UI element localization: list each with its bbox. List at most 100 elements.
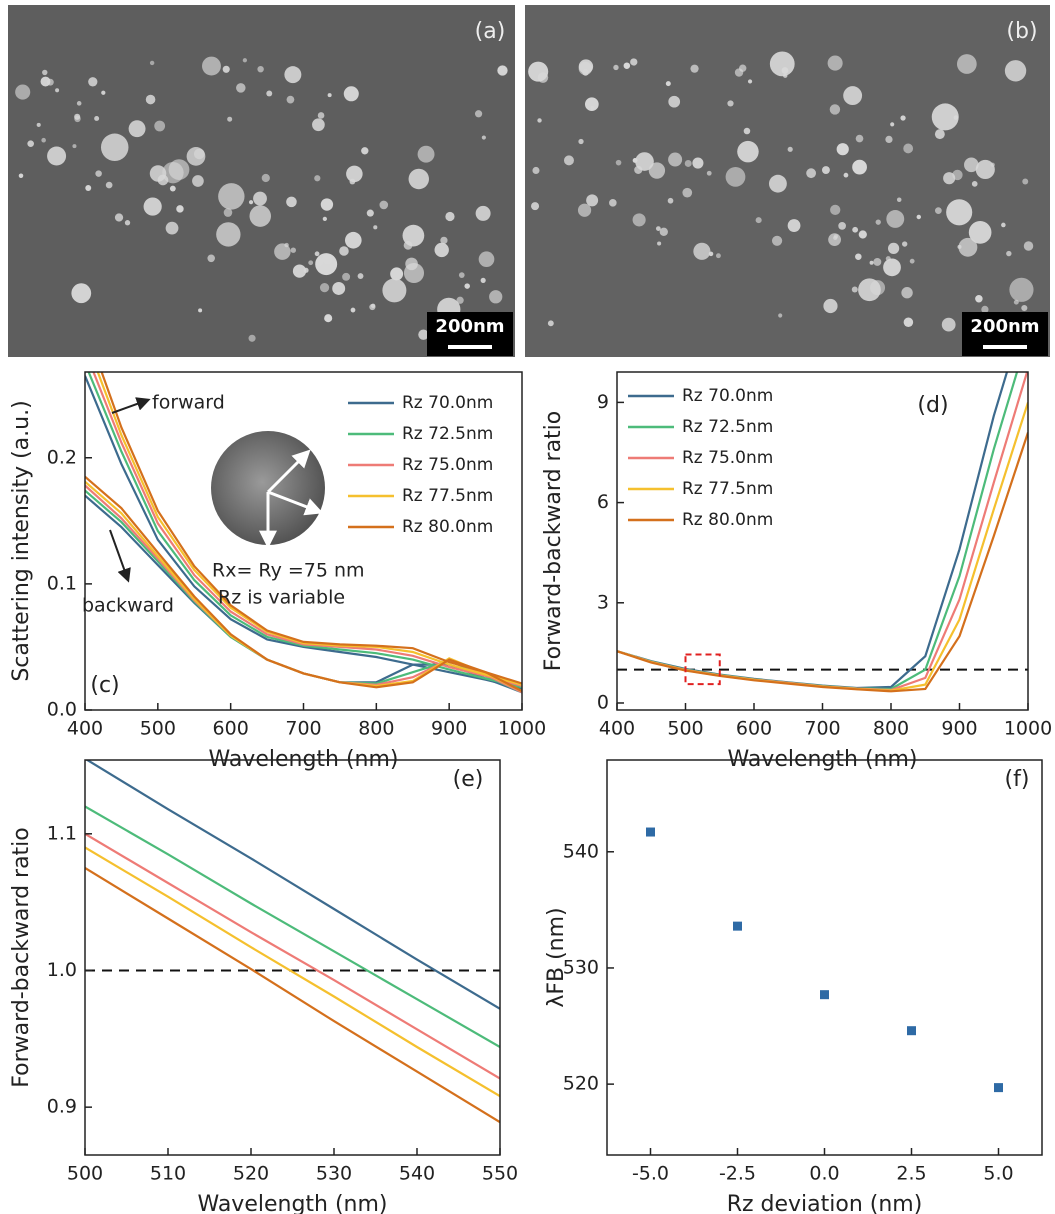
particle: [290, 247, 297, 253]
particle: [74, 115, 81, 123]
particle: [886, 210, 905, 228]
particle: [855, 134, 864, 143]
series-line: [96, 372, 522, 686]
particle: [659, 227, 668, 236]
particle: [931, 103, 959, 131]
plot-frame: [606, 759, 1043, 1156]
legend-label: Rz 77.5nm: [682, 479, 773, 499]
chart-panel: 400 500 600 700 800 900 10000.00.10.2Wavelengt…: [9, 371, 546, 772]
legend-label: Rz 75.0nm: [402, 455, 493, 475]
particle: [787, 219, 801, 232]
particle: [41, 137, 46, 143]
particle: [586, 194, 599, 207]
x-tick-label: 2.5: [896, 1163, 926, 1185]
particle: [373, 225, 378, 230]
legend-label: Rz 75.0nm: [682, 448, 773, 468]
particle: [870, 280, 886, 296]
point: [994, 1083, 1003, 1093]
particle: [222, 65, 230, 73]
series-line: [85, 867, 500, 1124]
particle: [292, 264, 307, 278]
particle: [885, 135, 893, 144]
particle: [828, 233, 841, 247]
particle: [657, 241, 662, 246]
particle: [40, 76, 51, 87]
y-tick-label: 1.1: [47, 822, 77, 844]
x-tick-label: 900: [431, 718, 467, 740]
chart-panel: -5.0 -2.5 0.0 2.5 5.0 520 530 540 Rz deviation (…: [544, 759, 1043, 1214]
particle: [883, 258, 901, 277]
y-tick-label: 530: [563, 956, 599, 978]
particle: [1004, 60, 1027, 82]
particle: [900, 115, 906, 121]
particle: [327, 93, 332, 98]
x-tick-label: 530: [316, 1163, 352, 1185]
particle: [901, 241, 908, 247]
particle: [609, 199, 617, 207]
particle: [405, 257, 418, 271]
particle: [497, 65, 508, 76]
particle: [990, 162, 995, 167]
x-tick-label: 900: [941, 718, 977, 740]
particle: [481, 135, 486, 140]
particle: [952, 169, 963, 181]
particle: [823, 298, 838, 314]
series-line: [617, 372, 1009, 690]
particle: [324, 314, 333, 323]
y-tick-label: 0: [597, 691, 609, 713]
particle: [715, 253, 721, 259]
particle: [668, 152, 683, 167]
series-line: [92, 372, 522, 688]
particle: [71, 283, 92, 304]
particle: [192, 175, 204, 187]
particle: [480, 277, 486, 283]
series-line: [617, 372, 1028, 692]
particle: [47, 146, 67, 166]
particle: [361, 147, 369, 155]
series-line: [617, 432, 1028, 693]
annotation: Rz is variable: [218, 587, 345, 609]
particle: [528, 61, 549, 82]
particle: [88, 77, 98, 87]
particle: [896, 197, 902, 203]
plot-frame: [84, 371, 523, 711]
y-tick-label: 0.9: [47, 1096, 77, 1118]
particle: [852, 159, 867, 175]
particle: [193, 148, 205, 160]
particle: [532, 166, 540, 175]
particle: [343, 86, 359, 102]
particle: [873, 257, 882, 266]
particle: [941, 317, 956, 332]
particle: [76, 101, 82, 106]
particle: [734, 68, 744, 77]
particle: [632, 213, 646, 227]
particle: [778, 313, 783, 318]
particle: [693, 242, 711, 260]
particle: [869, 260, 874, 265]
particle: [903, 143, 914, 154]
y-tick-label: 3: [597, 591, 609, 613]
particle: [319, 282, 330, 293]
x-tick-label: 400: [67, 718, 103, 740]
x-tick-label: 5.0: [983, 1163, 1013, 1185]
particle: [403, 240, 413, 250]
x-tick-label: 400: [599, 718, 635, 740]
particle: [852, 226, 859, 233]
particle: [531, 202, 540, 211]
particle: [737, 140, 759, 163]
particle: [390, 267, 404, 281]
plot-area: [85, 760, 500, 1124]
particle: [887, 242, 900, 255]
y-tick-label: 540: [563, 840, 599, 862]
particle: [349, 178, 356, 185]
particle: [692, 157, 704, 169]
x-tick-label: 600: [736, 718, 772, 740]
plot-area: [617, 372, 1028, 693]
particle: [312, 118, 325, 132]
y-tick-label: 6: [597, 491, 609, 513]
particle: [253, 191, 267, 206]
particle: [667, 197, 674, 204]
series-line: [100, 372, 522, 685]
particle: [827, 55, 843, 71]
particle: [830, 204, 841, 216]
